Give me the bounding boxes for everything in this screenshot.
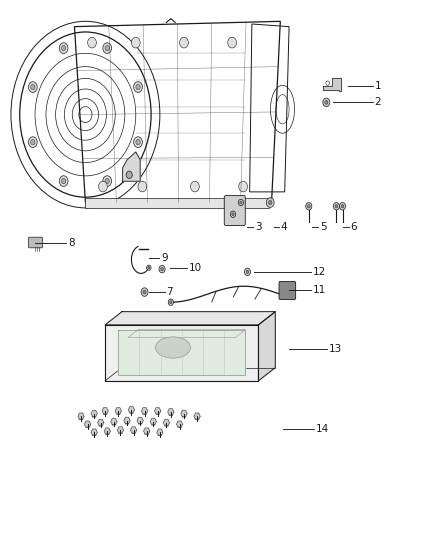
Polygon shape — [85, 421, 91, 427]
Circle shape — [323, 98, 330, 107]
Polygon shape — [155, 408, 161, 414]
FancyBboxPatch shape — [279, 281, 296, 300]
Circle shape — [136, 84, 140, 90]
Circle shape — [61, 179, 66, 184]
Polygon shape — [98, 419, 104, 426]
Circle shape — [333, 203, 339, 210]
Polygon shape — [131, 427, 137, 433]
Polygon shape — [258, 312, 275, 381]
Text: 2: 2 — [374, 98, 381, 107]
Text: 11: 11 — [313, 285, 326, 295]
Text: 4: 4 — [280, 222, 287, 232]
Polygon shape — [117, 427, 124, 433]
Circle shape — [105, 179, 110, 184]
Circle shape — [191, 181, 199, 192]
Ellipse shape — [155, 337, 191, 358]
Polygon shape — [105, 312, 275, 325]
Text: 7: 7 — [166, 287, 173, 297]
Polygon shape — [105, 325, 258, 381]
Circle shape — [105, 45, 110, 51]
Polygon shape — [128, 407, 134, 413]
Polygon shape — [157, 429, 163, 435]
Circle shape — [103, 176, 112, 187]
Text: 13: 13 — [328, 344, 342, 353]
Polygon shape — [168, 409, 174, 415]
Polygon shape — [194, 413, 200, 419]
Circle shape — [99, 181, 107, 192]
Circle shape — [61, 45, 66, 51]
Circle shape — [134, 137, 142, 148]
Polygon shape — [144, 428, 150, 434]
Polygon shape — [150, 418, 156, 425]
Circle shape — [131, 37, 140, 48]
Circle shape — [168, 299, 173, 305]
Circle shape — [266, 198, 274, 207]
Polygon shape — [102, 408, 108, 414]
Circle shape — [244, 268, 251, 276]
Text: 1: 1 — [374, 82, 381, 91]
Circle shape — [232, 213, 234, 216]
Polygon shape — [78, 413, 84, 419]
Circle shape — [239, 181, 247, 192]
Circle shape — [325, 100, 328, 104]
Circle shape — [161, 268, 163, 271]
Text: 10: 10 — [188, 263, 201, 273]
Circle shape — [31, 140, 35, 145]
Polygon shape — [141, 408, 148, 414]
Circle shape — [28, 82, 37, 92]
Polygon shape — [104, 428, 110, 434]
Polygon shape — [115, 408, 121, 414]
Polygon shape — [323, 78, 341, 91]
Circle shape — [307, 205, 310, 208]
Circle shape — [59, 43, 68, 53]
Polygon shape — [137, 417, 143, 424]
Circle shape — [230, 211, 236, 217]
Polygon shape — [181, 410, 187, 417]
Circle shape — [246, 270, 249, 273]
Circle shape — [59, 176, 68, 187]
Circle shape — [180, 37, 188, 48]
Circle shape — [141, 288, 148, 296]
Polygon shape — [91, 410, 97, 417]
Circle shape — [306, 203, 312, 210]
Circle shape — [268, 200, 272, 205]
Polygon shape — [177, 421, 183, 427]
FancyBboxPatch shape — [85, 198, 269, 208]
Circle shape — [339, 203, 346, 210]
Circle shape — [134, 82, 142, 92]
Circle shape — [335, 205, 338, 208]
Polygon shape — [91, 429, 97, 435]
Circle shape — [88, 37, 96, 48]
Circle shape — [31, 84, 35, 90]
Text: 8: 8 — [68, 238, 74, 247]
Text: 9: 9 — [161, 253, 168, 263]
Circle shape — [143, 290, 146, 294]
Polygon shape — [118, 330, 245, 375]
Text: 14: 14 — [315, 424, 328, 433]
Polygon shape — [163, 419, 170, 426]
Circle shape — [170, 301, 172, 304]
Circle shape — [341, 205, 344, 208]
Circle shape — [228, 37, 237, 48]
Circle shape — [138, 181, 147, 192]
Circle shape — [148, 266, 150, 269]
Circle shape — [147, 265, 151, 270]
Polygon shape — [123, 152, 140, 181]
FancyBboxPatch shape — [28, 237, 42, 248]
Circle shape — [28, 137, 37, 148]
Circle shape — [136, 140, 140, 145]
Text: 6: 6 — [350, 222, 357, 232]
FancyBboxPatch shape — [224, 196, 245, 225]
Text: 5: 5 — [320, 222, 326, 232]
Polygon shape — [128, 329, 246, 337]
Circle shape — [240, 201, 242, 204]
Circle shape — [126, 171, 132, 179]
Circle shape — [238, 199, 244, 206]
Polygon shape — [124, 417, 130, 424]
Circle shape — [159, 265, 165, 273]
Circle shape — [103, 43, 112, 53]
Text: 12: 12 — [313, 267, 326, 277]
Polygon shape — [111, 418, 117, 425]
Text: 3: 3 — [255, 222, 261, 232]
